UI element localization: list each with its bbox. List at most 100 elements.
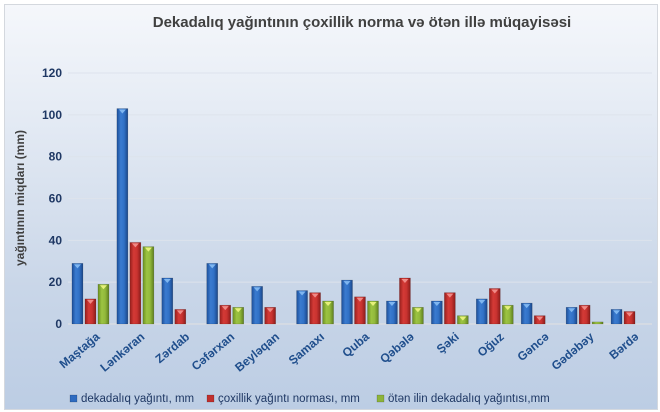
bar-norm [219, 304, 231, 325]
y-tick-label: 40 [49, 233, 63, 247]
bar-observed [161, 277, 174, 325]
bar-observed [520, 302, 533, 325]
bar-cap [163, 278, 171, 283]
legend-swatch [376, 394, 385, 403]
bar-cap [478, 299, 486, 304]
x-tick-label: Şəki [434, 330, 462, 357]
bar-cap [131, 243, 139, 248]
legend-item: ötən ilin dekadalıq yağıntısı,mm [376, 393, 550, 405]
bar-cap [536, 316, 544, 321]
y-tick-label: 60 [49, 192, 63, 206]
bar-cap [491, 289, 499, 294]
bar-cap [99, 285, 107, 290]
bar-cap [433, 301, 441, 306]
bar-norm [309, 292, 321, 325]
bar-cap [626, 312, 634, 317]
bar-cap [221, 306, 229, 311]
legend-swatch [206, 394, 215, 403]
x-tick-label: Maştağa [57, 329, 103, 371]
bar-cap [311, 293, 319, 298]
x-tick-label: Cəfərxan [189, 330, 237, 374]
bar-cap [414, 308, 422, 313]
y-tick-label: 100 [42, 108, 62, 122]
bar-observed [116, 108, 129, 325]
bar-norm [578, 304, 591, 325]
x-tick-label: Quba [339, 329, 372, 360]
bar-norm [489, 288, 501, 325]
x-tick-label: Gədəbəy [549, 329, 597, 373]
y-axis-label: yağıntının miqdarı (mm) [13, 130, 27, 266]
bar-cap [446, 293, 454, 298]
bar-norm [354, 296, 366, 325]
bar-last-year [322, 300, 334, 325]
bar-observed [296, 290, 308, 325]
bar-observed [71, 263, 84, 325]
bar-cap [504, 306, 512, 311]
bar-cap [298, 291, 306, 296]
x-tick-label: Şamaxı [286, 330, 327, 368]
bar-observed [206, 263, 218, 325]
x-tick-label: Bərdə [606, 329, 641, 362]
bar-cap [324, 301, 332, 306]
bar-cap [118, 109, 126, 114]
bar-last-year [412, 307, 424, 325]
y-tick-label: 0 [55, 317, 62, 331]
y-tick-label: 80 [49, 150, 63, 164]
bar-observed [610, 309, 623, 325]
bar-cap [369, 301, 377, 306]
bar-cap [208, 264, 216, 269]
bar-cap [459, 316, 467, 321]
bar-cap [568, 308, 576, 313]
bar-observed [565, 307, 578, 325]
legend-item: çoxillik yağıntı norması, mm [206, 393, 360, 405]
bar-cap [73, 264, 81, 269]
bar-last-year [502, 304, 514, 325]
legend-label: çoxillik yağıntı norması, mm [218, 393, 360, 405]
bar-norm [174, 309, 187, 325]
bar-cap [401, 278, 409, 283]
bar-cap [234, 308, 242, 313]
bar-norm [129, 242, 142, 325]
bar-norm [399, 277, 411, 325]
chart-frame [4, 4, 658, 410]
bar-norm [623, 311, 636, 325]
y-tick-label: 20 [49, 275, 63, 289]
bar-cap [343, 281, 351, 286]
bar-cap [581, 306, 589, 311]
x-tick-label: Gəncə [515, 329, 552, 364]
bar-cap [356, 297, 364, 302]
bar-observed [386, 300, 398, 325]
bar-observed [341, 279, 353, 325]
bar-norm [444, 292, 456, 325]
bar-cap [388, 301, 396, 306]
bar-observed [431, 300, 443, 325]
bar-cap [613, 310, 621, 315]
x-tick-label: Beyləqan [232, 330, 282, 375]
legend-label: dekadalıq yağıntı, mm [81, 393, 194, 405]
bar-norm [264, 307, 276, 325]
bar-last-year [232, 307, 244, 325]
bar-observed [251, 286, 263, 325]
bar-cap [523, 304, 531, 309]
bar-cap [266, 308, 274, 313]
x-tick-label: Qəbələ [377, 329, 417, 366]
bar-norm [84, 298, 97, 325]
bar-cap [144, 247, 152, 252]
legend-label: ötən ilin dekadalıq yağıntısı,mm [388, 393, 550, 405]
x-tick-label: Lənkəran [97, 330, 147, 375]
chart-title: Dekadalıq yağıntının çoxillik norma və ö… [153, 14, 571, 31]
x-tick-label: Oğuz [475, 330, 507, 360]
y-tick-label: 120 [42, 66, 62, 80]
bar-cap [86, 299, 94, 304]
bar-cap [253, 287, 261, 292]
bar-last-year [97, 284, 110, 325]
x-tick-label: Zərdab [153, 330, 193, 366]
bar-cap [176, 310, 184, 315]
bar-last-year [367, 300, 379, 325]
legend-swatch [69, 394, 78, 403]
bar-last-year [142, 246, 155, 325]
legend-item: dekadalıq yağıntı, mm [69, 393, 194, 405]
bar-observed [476, 298, 488, 325]
bar-last-year [591, 321, 604, 325]
